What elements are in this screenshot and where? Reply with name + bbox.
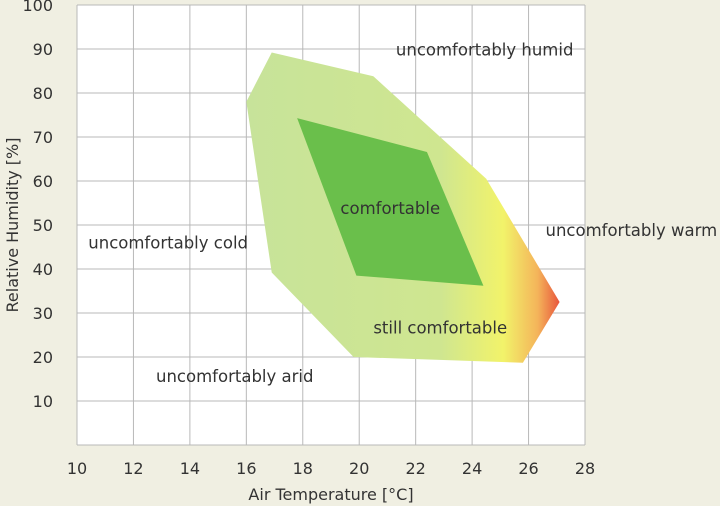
x-tick-label: 22 xyxy=(405,459,425,478)
x-tick-label: 20 xyxy=(349,459,369,478)
y-tick-label: 30 xyxy=(33,304,53,323)
y-axis-title: Relative Humidity [%] xyxy=(3,138,22,313)
annotation-uncomfortably-arid: uncomfortably arid xyxy=(156,367,313,386)
x-axis-title: Air Temperature [°C] xyxy=(248,485,413,504)
x-tick-label: 18 xyxy=(293,459,313,478)
x-tick-label: 16 xyxy=(236,459,256,478)
comfortable-region xyxy=(297,118,484,286)
still-comfortable-label: still comfortable xyxy=(373,319,507,338)
x-axis-ticks: 10 12 14 16 18 20 22 24 26 28 xyxy=(67,459,595,478)
x-tick-label: 24 xyxy=(462,459,482,478)
y-tick-label: 40 xyxy=(33,260,53,279)
y-tick-label: 80 xyxy=(33,84,53,103)
y-axis-ticks: 10 20 30 40 50 60 70 80 90 100 xyxy=(22,0,53,411)
y-tick-label: 60 xyxy=(33,172,53,191)
region-annotations: uncomfortably humid uncomfortably cold unc… xyxy=(88,41,717,386)
y-tick-label: 50 xyxy=(33,216,53,235)
x-tick-label: 26 xyxy=(518,459,538,478)
x-tick-label: 12 xyxy=(123,459,143,478)
y-tick-label: 90 xyxy=(33,40,53,59)
x-tick-label: 10 xyxy=(67,459,87,478)
y-tick-label: 100 xyxy=(22,0,53,15)
comfort-regions: still comfortable comfortable xyxy=(246,52,560,363)
annotation-uncomfortably-humid: uncomfortably humid xyxy=(396,41,574,60)
annotation-uncomfortably-warm: uncomfortably warm xyxy=(545,221,717,240)
x-tick-label: 14 xyxy=(180,459,200,478)
x-tick-label: 28 xyxy=(575,459,595,478)
y-tick-label: 10 xyxy=(33,392,53,411)
annotation-uncomfortably-cold: uncomfortably cold xyxy=(88,233,248,252)
y-tick-label: 70 xyxy=(33,128,53,147)
comfortable-label: comfortable xyxy=(340,199,440,218)
y-tick-label: 20 xyxy=(33,348,53,367)
